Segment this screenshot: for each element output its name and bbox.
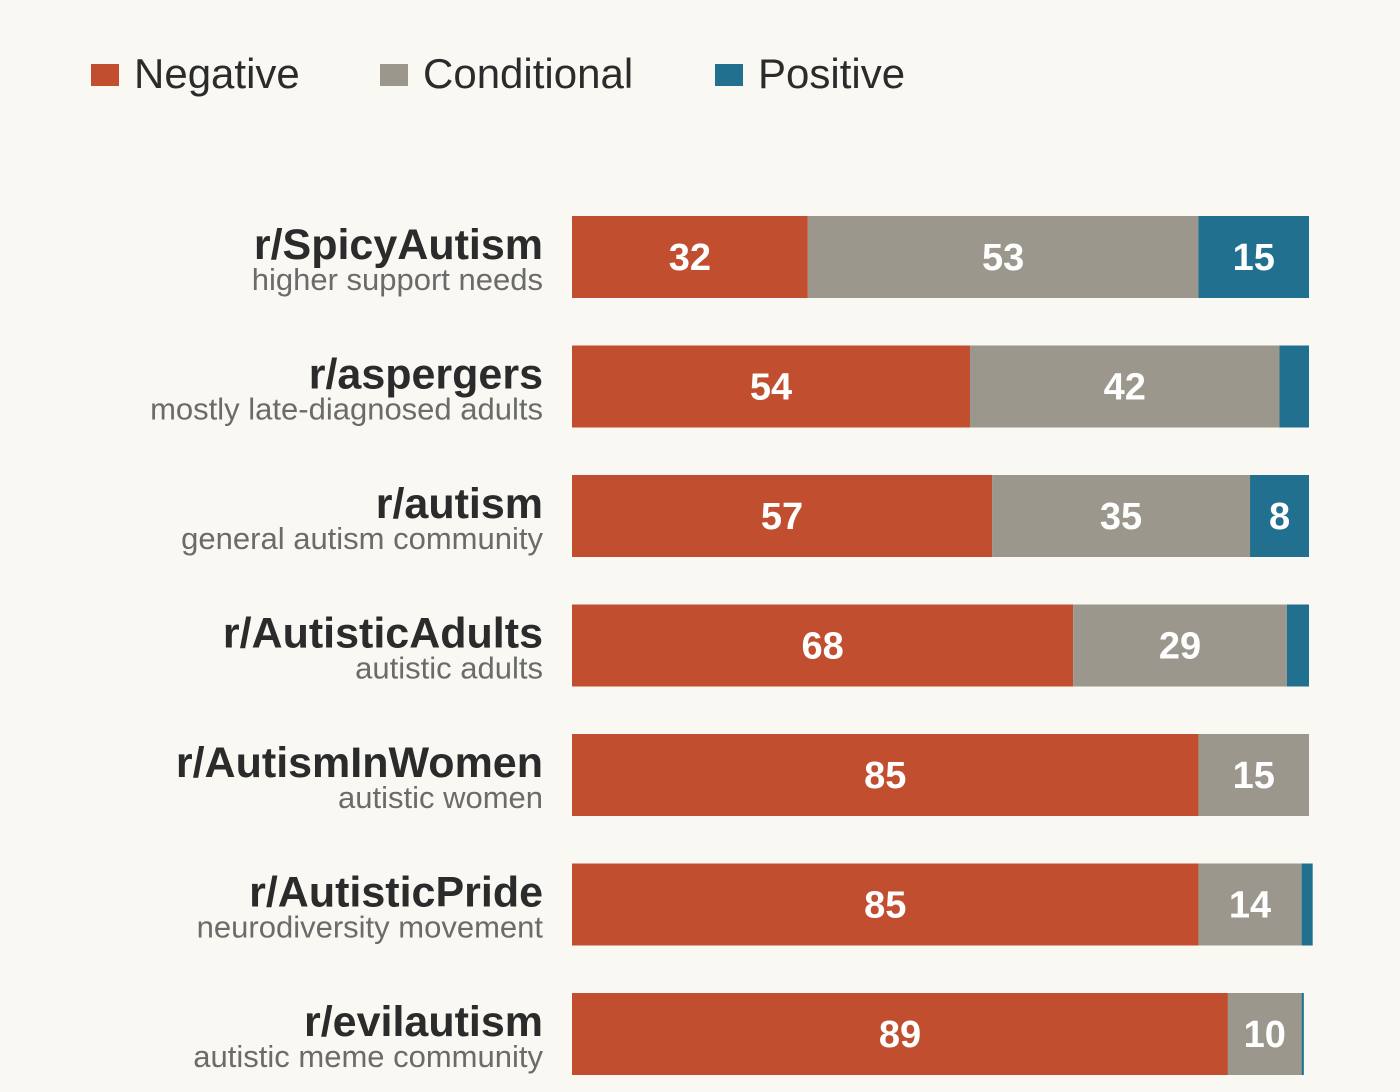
- bar-segment-negative: [572, 993, 1228, 1075]
- bar-segment-positive: [1250, 475, 1309, 557]
- category-label: r/AutisticPride: [249, 869, 543, 917]
- bars: [572, 216, 1313, 1075]
- bar-value-label: 15: [1233, 237, 1275, 279]
- category-label: r/SpicyAutism: [254, 221, 543, 269]
- legend-label-negative: Negative: [134, 50, 300, 97]
- bar-value-label: 54: [750, 367, 792, 409]
- category-label: r/AutismInWomen: [176, 739, 543, 787]
- category-description: autistic adults: [355, 651, 543, 686]
- bar-value-label: 57: [761, 496, 803, 538]
- bar-value-label: 32: [669, 237, 711, 279]
- bar-segment-conditional: [807, 216, 1199, 298]
- bar-value-label: 8: [1269, 496, 1290, 538]
- bar-segment-conditional: [1227, 993, 1302, 1075]
- legend-swatch-positive: [715, 64, 743, 86]
- bar-value-labels: 32 53 15 54 42 57 35 8 68 29 85 15 85 14 89 10: [669, 237, 1290, 1056]
- legend-label-conditional: Conditional: [423, 50, 633, 97]
- bar-segment-conditional: [969, 345, 1280, 428]
- legend-swatch-negative: [91, 64, 119, 86]
- category-description: autistic meme community: [193, 1039, 543, 1074]
- bar-segment-conditional: [992, 475, 1251, 557]
- category-label: r/evilautism: [304, 998, 543, 1046]
- legend-label-positive: Positive: [758, 50, 905, 97]
- bar-value-label: 42: [1104, 367, 1146, 409]
- bar-segment-positive: [1279, 345, 1309, 428]
- category-description: mostly late-diagnosed adults: [150, 392, 543, 427]
- bar-segment-negative: [572, 345, 970, 428]
- bar-segment-conditional: [1198, 734, 1309, 816]
- category-label: r/AutisticAdults: [223, 610, 543, 658]
- bar-value-label: 53: [982, 237, 1024, 279]
- bar-value-label: 15: [1233, 755, 1275, 797]
- category-description: autistic women: [338, 780, 543, 815]
- bar-value-label: 10: [1244, 1014, 1286, 1056]
- bar-value-label: 29: [1159, 626, 1201, 668]
- category-description: general autism community: [181, 521, 543, 556]
- bar-segment-positive: [1301, 993, 1304, 1075]
- bar-segment-conditional: [1198, 863, 1302, 946]
- category-description: higher support needs: [252, 262, 543, 297]
- bar-segment-negative: [572, 216, 808, 298]
- bar-value-label: 89: [879, 1014, 921, 1056]
- category-label: r/aspergers: [309, 351, 543, 399]
- bar-segment-conditional: [1073, 604, 1287, 687]
- category-description: neurodiversity movement: [197, 910, 544, 945]
- bar-value-label: 85: [864, 755, 906, 797]
- bar-segment-positive: [1301, 863, 1313, 946]
- bar-value-label: 85: [864, 885, 906, 927]
- bar-value-label: 68: [801, 626, 843, 668]
- legend: Negative Conditional Positive: [91, 50, 905, 97]
- bar-segment-negative: [572, 734, 1199, 816]
- bar-value-label: 35: [1100, 496, 1142, 538]
- bar-segment-negative: [572, 475, 993, 557]
- bar-segment-positive: [1286, 604, 1309, 687]
- legend-swatch-conditional: [380, 64, 408, 86]
- bar-value-label: 14: [1229, 885, 1271, 927]
- bar-segment-positive: [1198, 216, 1309, 298]
- bar-segment-negative: [572, 863, 1199, 946]
- category-label: r/autism: [376, 480, 543, 528]
- bar-segment-negative: [572, 604, 1074, 687]
